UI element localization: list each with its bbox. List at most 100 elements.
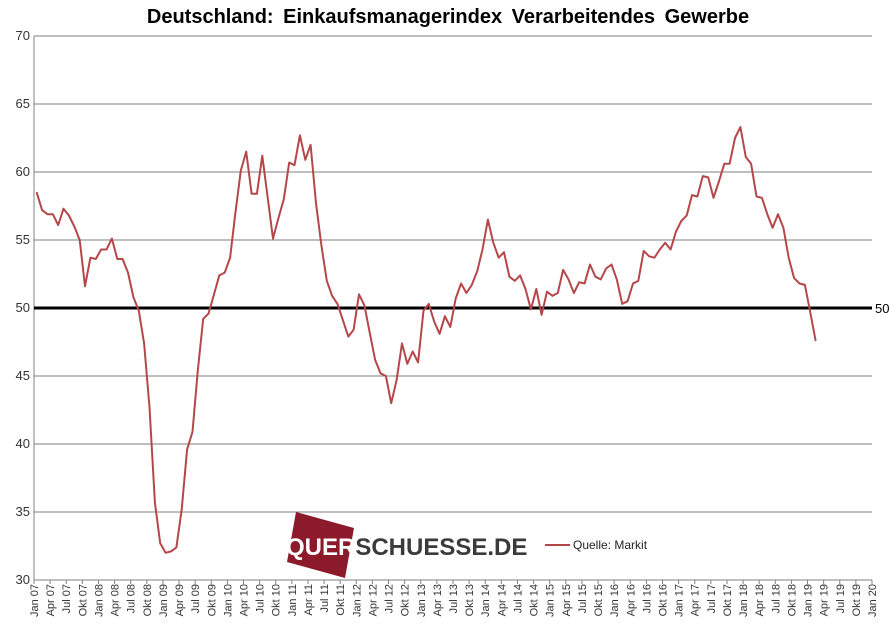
data-point <box>723 163 725 165</box>
data-point <box>191 431 194 433</box>
data-point <box>288 161 290 164</box>
data-point <box>46 213 49 215</box>
data-point <box>546 291 548 293</box>
x-tick-label: Apr 12 <box>367 584 379 616</box>
x-tick-label: Jul 09 <box>190 584 202 613</box>
data-point <box>524 288 527 290</box>
x-tick-label: Jul 13 <box>448 584 460 613</box>
x-tick-label: Okt 08 <box>142 584 154 616</box>
data-point <box>52 213 54 215</box>
x-tick-label: Okt 12 <box>400 584 412 616</box>
x-tick-label: Apr 17 <box>690 584 702 616</box>
x-tick-label: Jan 15 <box>545 584 557 617</box>
data-point <box>729 163 731 165</box>
data-point <box>659 248 661 251</box>
data-point <box>374 359 376 361</box>
y-tick-label-40: 40 <box>16 436 30 451</box>
data-point <box>122 258 124 260</box>
data-point <box>154 501 156 504</box>
data-point <box>202 318 204 320</box>
x-tick-label: Jul 15 <box>577 584 589 613</box>
x-tick-label: Apr 19 <box>819 584 831 616</box>
data-point <box>336 303 339 305</box>
data-point <box>304 159 306 161</box>
x-tick-label: Jul 14 <box>512 584 524 613</box>
x-tick-label: Jan 09 <box>158 584 170 617</box>
legend: Quelle: Markit <box>545 538 648 552</box>
data-point <box>514 280 516 282</box>
data-point <box>627 300 629 302</box>
data-point <box>788 257 790 259</box>
y-tick-label-60: 60 <box>16 164 30 179</box>
x-tick-label: Jan 16 <box>609 584 621 617</box>
watermark-diamond <box>287 512 354 578</box>
data-point <box>766 213 768 215</box>
data-point <box>208 312 210 314</box>
data-point <box>455 297 457 300</box>
data-point <box>718 180 720 183</box>
x-tick-label: Jan 20 <box>867 584 879 617</box>
x-tick-label: Jul 19 <box>835 584 847 613</box>
x-tick-label: Okt 18 <box>786 584 798 616</box>
data-point <box>433 321 435 323</box>
data-point <box>116 258 118 260</box>
data-point <box>224 272 226 274</box>
chart-title: Deutschland: Einkaufsmanagerindex Verarb… <box>147 6 749 28</box>
data-point <box>449 326 451 328</box>
data-point <box>251 193 253 195</box>
x-tick-label: Jul 08 <box>126 584 138 613</box>
data-point <box>578 281 580 283</box>
data-point <box>589 263 591 266</box>
data-point <box>213 293 215 295</box>
x-tick-label: Apr 07 <box>45 584 57 616</box>
x-tick-label: Apr 11 <box>303 584 315 616</box>
x-tick-label: Jan 18 <box>738 584 750 617</box>
data-point <box>562 269 564 271</box>
data-point <box>422 310 425 312</box>
data-point <box>197 370 199 372</box>
data-point <box>401 342 403 344</box>
data-point <box>277 217 279 219</box>
x-tick-label: Okt 13 <box>464 584 476 616</box>
data-point <box>584 282 586 285</box>
data-point <box>616 278 618 280</box>
x-tick-label: Jul 18 <box>770 584 782 613</box>
series-points <box>36 126 817 554</box>
data-point <box>148 406 151 408</box>
x-axis-ticks: Jan 07 Apr 07 Jul 07 Okt 07 Jan 08 Apr 08 Jul … <box>29 580 879 617</box>
watermark-text: QUERSCHUESSE.DE <box>286 534 527 561</box>
data-point <box>84 285 86 287</box>
x-tick-label: Okt 11 <box>335 584 347 616</box>
data-point <box>412 350 414 353</box>
data-point <box>186 448 188 450</box>
x-tick-label: Jan 11 <box>287 584 299 616</box>
y-tick-label-30: 30 <box>16 572 30 587</box>
data-point <box>62 208 65 210</box>
data-point <box>138 310 140 312</box>
data-point <box>541 314 543 316</box>
legend-source-label: Quelle: Markit <box>573 538 648 552</box>
data-point <box>417 361 419 363</box>
data-point <box>782 227 785 229</box>
data-point <box>68 214 70 217</box>
data-point <box>256 193 258 195</box>
x-tick-label: Apr 15 <box>561 584 573 616</box>
y-axis-ticks: 30 35 40 45 50 55 60 65 70 <box>16 28 30 587</box>
data-point <box>100 248 102 251</box>
data-point <box>331 295 333 297</box>
data-point <box>439 333 441 335</box>
data-point <box>637 280 639 282</box>
data-point <box>57 224 59 226</box>
data-point <box>385 375 387 377</box>
data-point <box>530 308 532 310</box>
data-point <box>519 274 521 276</box>
data-point <box>406 363 408 365</box>
data-point <box>503 251 505 253</box>
data-point <box>798 282 801 285</box>
data-point <box>702 175 704 177</box>
x-tick-label: Apr 08 <box>110 584 122 616</box>
data-point <box>653 257 656 259</box>
data-point <box>675 231 677 233</box>
y-tick-label-50: 50 <box>16 300 30 315</box>
data-point <box>804 284 806 286</box>
